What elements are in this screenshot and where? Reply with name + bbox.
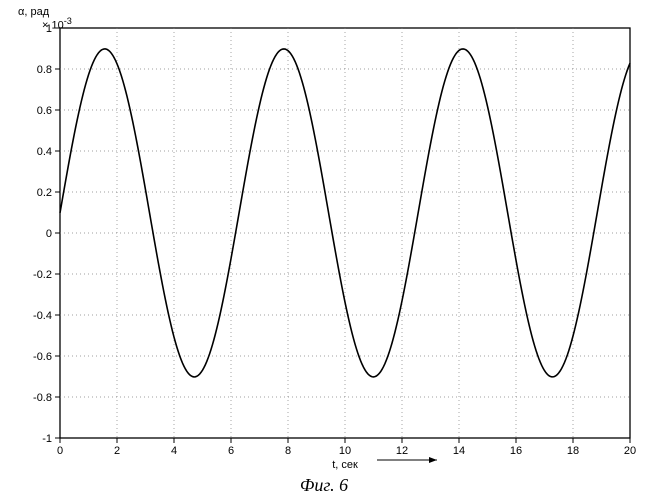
x-axis-arrow-head	[429, 457, 437, 463]
x-tick-label: 0	[57, 445, 63, 457]
x-tick-label: 16	[510, 445, 522, 457]
caption-number: 6	[339, 475, 348, 495]
y-tick-label: 0.2	[37, 187, 52, 199]
x-tick-label: 6	[228, 445, 234, 457]
chart-svg: 0 2 4 6 8 10 12 14 16 18 20 -1 -0.8 -0.6 -0.4 -0.2 0 0.2 0…	[0, 0, 648, 470]
x-tick-label: 4	[171, 445, 177, 457]
y-tick-label: -1	[42, 433, 52, 445]
x-tick-label: 14	[453, 445, 465, 457]
y-tick-label: -0.4	[33, 310, 52, 322]
y-tick-label: 0.6	[37, 105, 52, 117]
y-exponent-text: × 10	[42, 20, 64, 32]
y-tick-label: 0.4	[37, 146, 52, 158]
caption-prefix: Фиг.	[300, 475, 339, 495]
figure-caption: Фиг. 6	[0, 475, 648, 496]
x-tick-label: 8	[285, 445, 291, 457]
y-tick-label: -0.6	[33, 351, 52, 363]
x-tick-label: 20	[624, 445, 636, 457]
y-tick-label: 0	[46, 228, 52, 240]
y-axis-exponent: × 10-3	[42, 16, 72, 32]
figure-container: α, рад × 10-3 02468101214161820-1-0.8-0.…	[0, 0, 648, 500]
y-exponent-sup: -3	[64, 16, 72, 26]
y-tick-label: -0.2	[33, 269, 52, 281]
y-tick-label: -0.8	[33, 392, 52, 404]
x-tick-label: 2	[114, 445, 120, 457]
x-tick-label: 10	[339, 445, 351, 457]
x-axis-label: t, сек	[332, 459, 358, 470]
x-tick-label: 12	[396, 445, 408, 457]
y-tick-label: 0.8	[37, 64, 52, 76]
x-tick-label: 18	[567, 445, 579, 457]
